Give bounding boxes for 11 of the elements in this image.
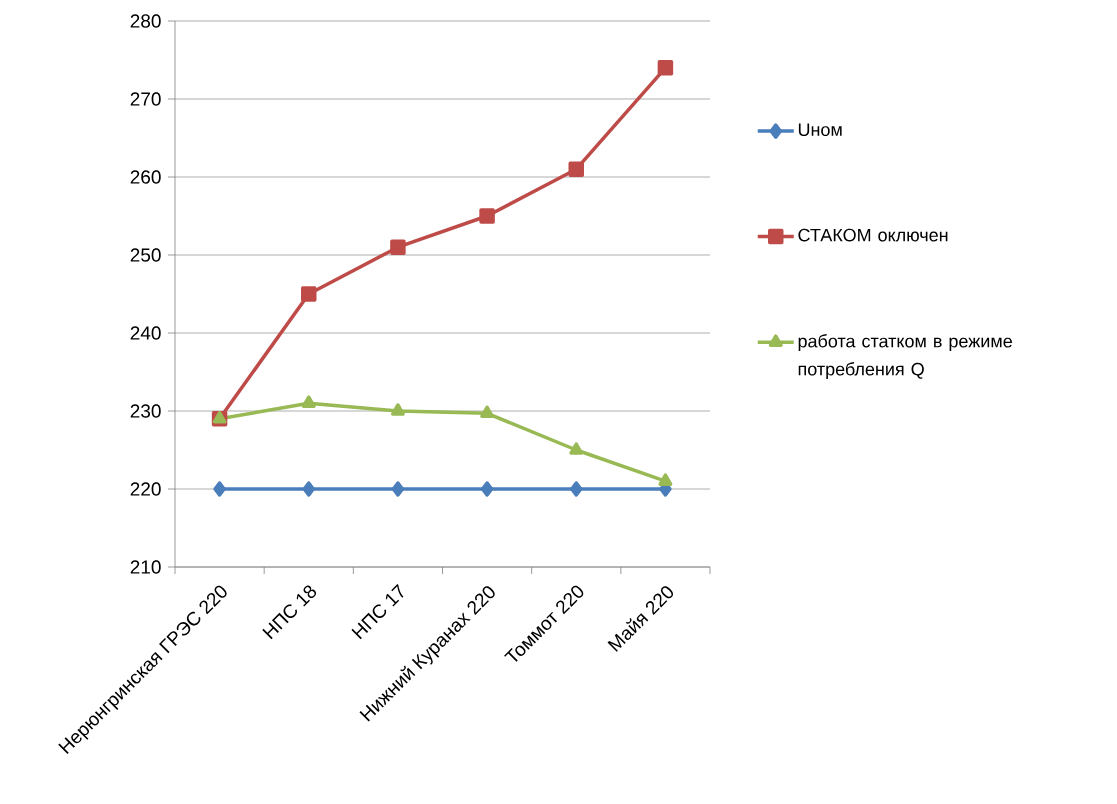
y-tick-label: 280: [130, 14, 161, 28]
y-tick-label: 230: [130, 404, 161, 418]
y-tick-label: 210: [130, 560, 161, 574]
legend-label: работа статком в режиме потребления Q: [798, 334, 1012, 380]
legend-label: СТАКОМ оключен: [798, 228, 948, 242]
y-tick-label: 260: [130, 170, 161, 184]
legend-label: Uном: [798, 123, 842, 137]
y-tick-label: 250: [130, 248, 161, 262]
y-tick-label: 270: [130, 92, 161, 106]
y-tick-label: 220: [130, 482, 161, 496]
y-tick-label: 240: [130, 326, 161, 340]
